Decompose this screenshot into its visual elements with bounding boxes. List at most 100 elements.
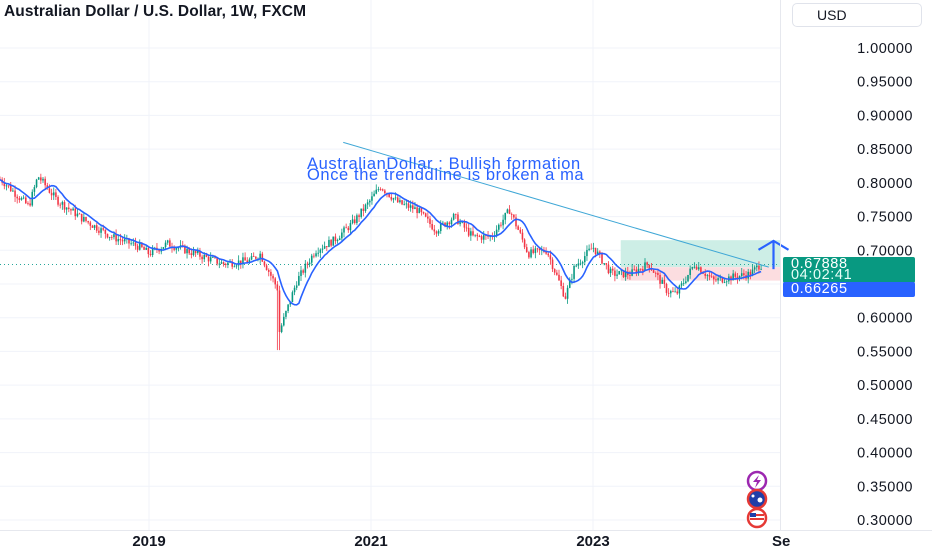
candle (280, 323, 283, 334)
currency-button[interactable]: USD (792, 3, 922, 27)
candle-body (603, 263, 605, 264)
time-axis-labels[interactable]: 2019 2021 2023 Se (132, 533, 790, 550)
candle-body (46, 185, 49, 189)
candle-body (545, 252, 547, 254)
price-tick-label: 0.50000 (857, 378, 913, 394)
candle (510, 212, 513, 220)
candle (246, 257, 249, 263)
candle (59, 202, 61, 209)
price-axis[interactable]: 1.00000 0.95000 0.90000 0.85000 0.80000 0.750… (857, 41, 913, 529)
lightning-icon[interactable] (746, 470, 768, 492)
candle-body (272, 275, 274, 279)
candle (76, 208, 79, 218)
candle (642, 265, 644, 276)
candle-body (446, 222, 448, 227)
candle-body (332, 236, 335, 246)
candle (500, 222, 502, 228)
candle (523, 238, 526, 250)
candle-body (128, 238, 130, 244)
annotation-text[interactable]: AustralianDollar : Bullish formation Onc… (307, 155, 584, 184)
australia-flag-icon[interactable] (746, 488, 768, 510)
candle-body (753, 267, 756, 270)
candle-body (310, 255, 313, 263)
candle (573, 263, 575, 284)
candle (63, 200, 66, 213)
candle-body (433, 229, 436, 232)
candle-body (267, 270, 270, 272)
candle-body (98, 230, 100, 233)
candle (592, 242, 595, 253)
candle-body (358, 215, 360, 217)
candle-body (553, 269, 556, 273)
candle-body (29, 203, 31, 206)
event-icons[interactable] (746, 470, 768, 529)
candle-body (5, 185, 8, 187)
candle (347, 226, 350, 233)
candle (358, 213, 360, 222)
annotation-line-1[interactable]: AustralianDollar : Bullish formation (307, 155, 581, 173)
candle-body (201, 256, 203, 260)
candle-body (319, 249, 322, 253)
candle-body (442, 222, 444, 224)
trendline[interactable] (343, 141, 790, 270)
candle (482, 230, 485, 244)
candle (476, 232, 479, 241)
candle-body (248, 259, 251, 263)
candle (760, 265, 762, 271)
candle (291, 290, 294, 303)
candle-body (506, 209, 509, 213)
candle-body (751, 269, 754, 276)
candle (336, 238, 339, 244)
candle-body (366, 202, 369, 205)
candle (672, 287, 674, 293)
candle-body (629, 275, 631, 276)
candle (265, 263, 268, 271)
trendline-line[interactable] (343, 141, 769, 268)
time-axis[interactable] (0, 530, 932, 551)
candle (40, 173, 42, 184)
candle-body (465, 227, 468, 229)
candle-body (175, 248, 178, 250)
candle (670, 289, 672, 298)
candle-body (672, 291, 674, 292)
candle (70, 208, 72, 215)
candle-body (710, 276, 713, 278)
candle-body (556, 272, 558, 275)
candle (515, 214, 517, 230)
candle (399, 197, 401, 204)
candle (532, 245, 534, 255)
candle (156, 242, 158, 254)
candle-body (111, 236, 113, 238)
candle-body (510, 214, 513, 215)
candle (37, 176, 40, 180)
candle-body (680, 283, 683, 286)
candle (553, 268, 556, 276)
candle-body (642, 269, 644, 271)
candle (85, 216, 87, 223)
annotation-line-2[interactable]: Once the trenddline is broken a ma (307, 166, 584, 184)
candle-body (439, 223, 442, 232)
candle (95, 222, 98, 233)
candle-body (614, 270, 616, 276)
candle-body (444, 222, 446, 227)
candle-body (61, 202, 64, 205)
candle-body (564, 296, 567, 299)
candle-body (459, 222, 461, 225)
candle (130, 239, 132, 246)
candle-body (91, 225, 94, 228)
candle (278, 285, 281, 351)
candle (20, 196, 23, 201)
candle-body (525, 247, 528, 253)
candle-body (298, 275, 300, 286)
candle-body (519, 229, 522, 233)
candle-body (270, 271, 272, 276)
candle-body (412, 205, 414, 210)
candle-body (584, 256, 586, 263)
usa-flag-icon[interactable] (746, 507, 768, 529)
candle (633, 265, 636, 271)
candle-body (121, 240, 124, 242)
candle (321, 244, 324, 254)
candle-body (418, 208, 421, 214)
